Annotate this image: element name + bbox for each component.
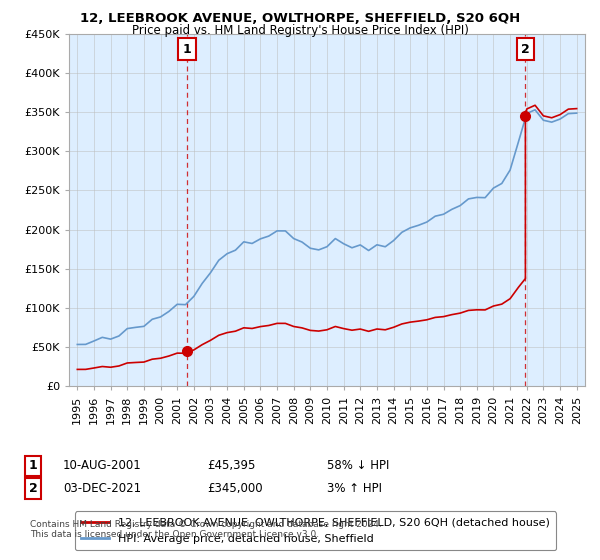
- Text: 1: 1: [183, 43, 191, 56]
- Text: 3% ↑ HPI: 3% ↑ HPI: [327, 482, 382, 495]
- Text: Contains HM Land Registry data © Crown copyright and database right 2024.
This d: Contains HM Land Registry data © Crown c…: [30, 520, 382, 539]
- Text: 58% ↓ HPI: 58% ↓ HPI: [327, 459, 389, 473]
- Text: 10-AUG-2001: 10-AUG-2001: [63, 459, 142, 473]
- Legend: 12, LEEBROOK AVENUE, OWLTHORPE, SHEFFIELD, S20 6QH (detached house), HPI: Averag: 12, LEEBROOK AVENUE, OWLTHORPE, SHEFFIEL…: [74, 511, 556, 550]
- Text: Price paid vs. HM Land Registry's House Price Index (HPI): Price paid vs. HM Land Registry's House …: [131, 24, 469, 36]
- Text: 12, LEEBROOK AVENUE, OWLTHORPE, SHEFFIELD, S20 6QH: 12, LEEBROOK AVENUE, OWLTHORPE, SHEFFIEL…: [80, 12, 520, 25]
- Text: £45,395: £45,395: [207, 459, 256, 473]
- Text: 03-DEC-2021: 03-DEC-2021: [63, 482, 141, 495]
- Text: £345,000: £345,000: [207, 482, 263, 495]
- Text: 2: 2: [521, 43, 530, 56]
- Text: 2: 2: [29, 482, 37, 495]
- Text: 1: 1: [29, 459, 37, 473]
